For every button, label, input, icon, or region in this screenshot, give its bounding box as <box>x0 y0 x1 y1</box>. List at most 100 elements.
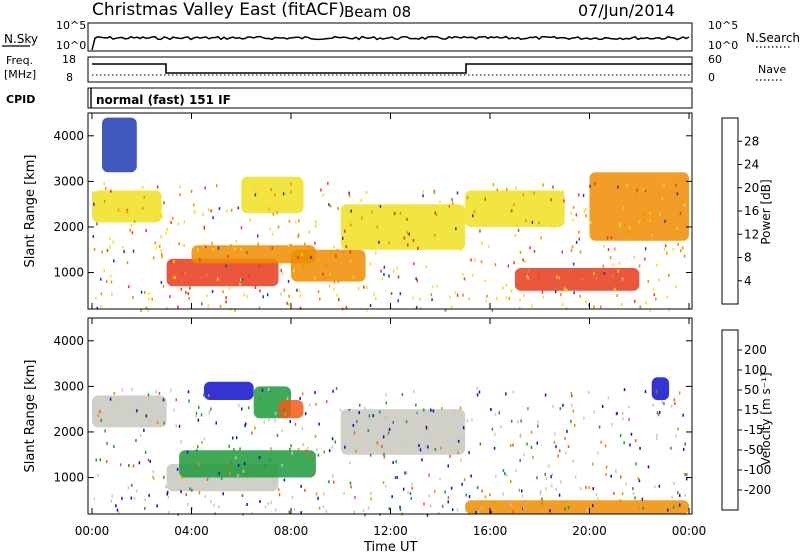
range-cell <box>370 492 372 495</box>
range-cell <box>638 505 640 509</box>
range-cell <box>241 278 244 282</box>
range-cell <box>502 492 504 496</box>
range-cell <box>267 502 269 505</box>
range-cell <box>295 220 297 224</box>
range-cell <box>579 294 581 298</box>
range-cell <box>411 486 413 490</box>
range-cell <box>475 218 477 222</box>
range-cell <box>128 464 130 467</box>
range-cell <box>434 490 436 493</box>
range-cell <box>222 290 224 294</box>
range-cell <box>200 413 203 417</box>
velocity-y-label: Slant Range [km] <box>23 360 38 473</box>
range-cell <box>644 189 647 193</box>
range-cell <box>266 293 269 297</box>
range-cell <box>628 417 630 421</box>
range-cell <box>598 425 601 429</box>
range-cell <box>189 487 191 491</box>
range-cell <box>531 220 534 224</box>
range-cell <box>333 280 336 284</box>
range-cell <box>228 286 231 290</box>
range-cell <box>459 406 462 410</box>
range-cell <box>682 447 685 451</box>
range-cell <box>553 440 556 444</box>
range-cell <box>101 250 103 254</box>
range-cell <box>244 422 247 426</box>
range-cell <box>579 250 582 254</box>
range-cell <box>505 392 507 396</box>
range-cell <box>210 500 212 504</box>
range-cell <box>149 459 151 463</box>
range-cell <box>663 183 665 187</box>
range-cell <box>490 510 492 514</box>
range-cell <box>119 463 122 467</box>
range-cell <box>242 469 245 473</box>
range-cell <box>514 234 517 237</box>
range-cell <box>499 425 502 429</box>
freq-label: Freq. <box>6 54 33 67</box>
range-cell <box>317 290 320 294</box>
range-cell <box>314 220 317 224</box>
cpid-value: normal (fast) 151 IF <box>96 93 231 107</box>
range-cell <box>162 284 165 288</box>
range-cell <box>606 236 609 240</box>
range-cell <box>170 261 172 265</box>
range-cell <box>396 476 398 480</box>
colorbar-tick-label: -50 <box>744 443 764 457</box>
range-cell <box>512 390 515 394</box>
range-cell <box>581 278 584 281</box>
nave-label: Nave <box>758 63 786 76</box>
range-cell <box>585 300 587 304</box>
range-cell <box>655 297 657 301</box>
range-cell <box>541 501 543 505</box>
range-cell <box>555 275 558 279</box>
range-cell <box>156 421 159 424</box>
range-cell <box>618 261 621 265</box>
range-cell <box>329 272 331 276</box>
range-cell <box>96 222 98 226</box>
range-cell <box>480 260 483 264</box>
range-cell <box>317 496 319 500</box>
scatter-band-5 <box>278 400 304 419</box>
range-cell <box>457 439 460 443</box>
range-cell <box>345 306 348 309</box>
range-cell <box>441 504 444 508</box>
range-cell <box>513 203 515 207</box>
range-cell <box>559 480 562 484</box>
range-cell <box>537 420 539 424</box>
range-cell <box>111 292 113 296</box>
range-cell <box>530 430 533 434</box>
nsearch-tick-low: 10^0 <box>708 39 738 52</box>
range-cell <box>203 244 205 247</box>
range-cell <box>178 242 180 246</box>
range-cell <box>658 278 660 282</box>
range-cell <box>334 440 337 444</box>
range-cell <box>666 251 668 255</box>
range-cell <box>383 415 386 419</box>
range-cell <box>620 475 622 479</box>
range-cell <box>491 427 494 431</box>
range-cell <box>622 206 625 210</box>
range-cell <box>491 308 493 312</box>
range-cell <box>531 304 533 308</box>
range-cell <box>392 269 395 273</box>
range-cell <box>227 464 230 468</box>
range-cell <box>380 269 382 273</box>
range-cell <box>314 435 317 438</box>
range-cell <box>490 408 492 411</box>
range-cell <box>225 296 227 300</box>
range-cell <box>399 292 402 296</box>
range-cell <box>297 448 300 452</box>
range-cell <box>592 504 594 508</box>
range-cell <box>538 221 540 225</box>
range-cell <box>447 464 449 468</box>
range-cell <box>532 455 534 459</box>
range-cell <box>156 504 158 508</box>
range-cell <box>422 194 424 198</box>
range-cell <box>449 454 451 458</box>
range-cell <box>566 429 568 433</box>
range-cell <box>496 188 499 192</box>
range-cell <box>579 487 582 491</box>
range-cell <box>140 308 142 312</box>
range-cell <box>452 444 454 448</box>
